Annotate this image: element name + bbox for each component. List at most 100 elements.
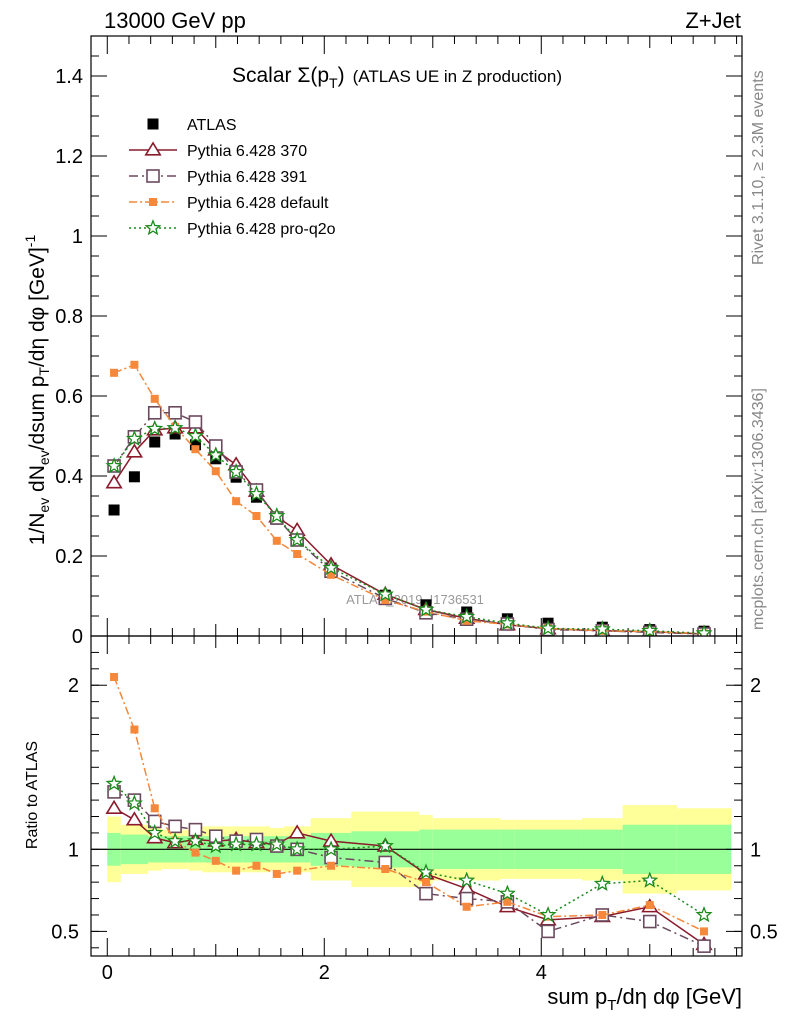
main-point bbox=[125, 429, 143, 447]
legend-label: Pythia 6.428 default bbox=[187, 195, 329, 212]
ratio-point bbox=[593, 874, 611, 892]
ratio-ytick-label: 2 bbox=[68, 675, 79, 697]
legend-entry-2: Pythia 6.428 391 bbox=[129, 169, 307, 186]
ratio-point bbox=[376, 837, 394, 854]
ratio-point bbox=[146, 823, 164, 841]
main-plot-frame: 0 0.2 0.4 0.6 0.8 1 1.2 1.4 bbox=[55, 35, 743, 648]
ratio-point bbox=[105, 799, 123, 814]
ratio-point bbox=[641, 871, 659, 888]
main-point bbox=[130, 360, 139, 369]
ratio-point bbox=[327, 861, 336, 870]
mcplots-label: mcplots.cern.ch [arXiv:1306.3436] bbox=[750, 388, 767, 630]
main-point bbox=[166, 418, 184, 436]
ratio-point bbox=[272, 869, 281, 878]
main-point bbox=[593, 620, 611, 636]
ratio-point bbox=[322, 840, 340, 857]
plot-title-paren: (ATLAS UE in Z production) bbox=[353, 67, 562, 86]
ratio-ytick-label: 1 bbox=[68, 839, 79, 861]
ratio-plot-frame: 0.5 0.5 1 1 2 2 0 2 4 bbox=[51, 635, 778, 984]
legend-entry-0: ATLAS bbox=[147, 117, 237, 134]
main-ylabel: 1/Nev dNev/dsum pT/dη dφ [GeV]-1 bbox=[22, 235, 52, 546]
ratio-point bbox=[700, 927, 709, 936]
ratio-point bbox=[105, 774, 123, 791]
ratio-ylabel: Ratio to ATLAS bbox=[24, 741, 41, 849]
legend-marker bbox=[144, 218, 162, 236]
ratio-frame bbox=[90, 635, 743, 957]
ratio-point bbox=[293, 866, 302, 875]
ratio-point bbox=[211, 856, 220, 865]
legend-marker bbox=[147, 118, 159, 130]
main-point bbox=[147, 405, 162, 420]
main-point bbox=[322, 559, 340, 576]
main-point bbox=[232, 497, 241, 506]
main-series-line bbox=[113, 427, 705, 635]
ratio-point bbox=[503, 897, 512, 906]
ratio-ytick-label-right: 2 bbox=[750, 675, 761, 697]
main-point bbox=[169, 428, 181, 440]
ratio-point bbox=[421, 878, 430, 887]
ratio-point bbox=[459, 891, 474, 906]
plot-title-sub: T bbox=[329, 75, 338, 91]
ratio-point bbox=[252, 861, 261, 870]
main-point bbox=[150, 394, 159, 403]
ratio-series-group bbox=[105, 673, 713, 953]
ratio-point bbox=[417, 863, 435, 880]
ratio-point bbox=[458, 871, 476, 888]
ratio-ytick-label-right: 1 bbox=[750, 839, 761, 861]
ratio-point bbox=[598, 910, 607, 919]
xlabel: sum pT/dη dφ [GeV] bbox=[547, 984, 742, 1014]
legend-marker bbox=[149, 198, 157, 206]
legend-entry-1: Pythia 6.428 370 bbox=[129, 141, 307, 160]
main-point bbox=[288, 531, 306, 548]
ratio-point bbox=[125, 811, 144, 826]
main-ytick-label: 0.2 bbox=[55, 546, 83, 568]
main-ytick-label: 0.6 bbox=[55, 386, 83, 408]
legend-entry-4: Pythia 6.428 pro-q2o bbox=[129, 218, 336, 238]
main-point bbox=[110, 368, 119, 377]
ratio-point bbox=[186, 832, 204, 849]
ratio-point bbox=[232, 866, 241, 875]
main-point bbox=[191, 445, 200, 454]
ratio-point bbox=[539, 906, 557, 923]
main-point bbox=[462, 616, 471, 625]
legend-label: ATLAS bbox=[187, 117, 237, 134]
ratio-point bbox=[288, 840, 306, 857]
main-point bbox=[227, 463, 245, 480]
main-point bbox=[327, 570, 336, 579]
ratio-point bbox=[695, 906, 713, 923]
ratio-point bbox=[227, 835, 245, 852]
ratio-point bbox=[125, 794, 143, 811]
ratio-point bbox=[150, 804, 159, 813]
ratio-point bbox=[247, 835, 265, 852]
main-point bbox=[247, 485, 265, 502]
ratio-series-2 bbox=[110, 673, 709, 936]
main-point bbox=[125, 443, 144, 458]
main-ytick-label: 0.4 bbox=[55, 466, 83, 488]
ratio-point bbox=[268, 835, 286, 852]
legend-label: Pythia 6.428 391 bbox=[187, 169, 307, 186]
legend-label: Pythia 6.428 pro-q2o bbox=[187, 221, 336, 238]
header-right: Z+Jet bbox=[685, 8, 741, 33]
ratio-point bbox=[166, 832, 184, 849]
main-point bbox=[695, 624, 713, 636]
main-point bbox=[189, 439, 201, 451]
ratio-point bbox=[207, 837, 225, 854]
main-point bbox=[105, 474, 123, 489]
main-point bbox=[108, 504, 120, 516]
header-left: 13000 GeV pp bbox=[104, 8, 246, 33]
legend-marker bbox=[146, 169, 160, 183]
ratio-series-3 bbox=[105, 774, 713, 923]
legend-label: Pythia 6.428 370 bbox=[187, 143, 307, 160]
main-ytick-label: 1.2 bbox=[55, 146, 83, 168]
main-point bbox=[458, 607, 476, 625]
plot-title: Scalar Σ(pT) (ATLAS UE in Z production) bbox=[232, 64, 562, 91]
main-ytick-label: 1 bbox=[72, 226, 83, 248]
main-point bbox=[211, 467, 220, 476]
xtick-label: 4 bbox=[536, 962, 547, 984]
main-point bbox=[188, 415, 203, 429]
legend: ATLAS Pythia 6.428 370 Pythia 6.428 391 Pyt… bbox=[129, 117, 336, 238]
ratio-point bbox=[498, 884, 516, 901]
ratio-point bbox=[645, 901, 654, 910]
ratio-series-line bbox=[113, 676, 705, 933]
